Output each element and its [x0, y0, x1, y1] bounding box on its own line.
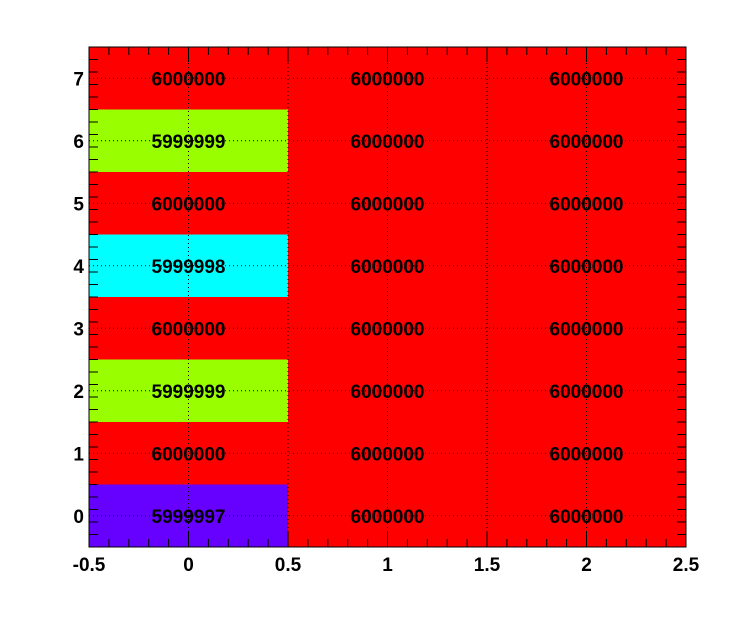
y-tick-label: 1	[73, 444, 84, 465]
cell-value-label: 5999999	[152, 382, 226, 403]
cell-value-label: 5999998	[152, 257, 226, 278]
cell-value-label: 6000000	[152, 194, 226, 215]
heatmap-cell	[89, 422, 288, 485]
cell-value-label: 6000000	[550, 444, 624, 465]
x-tick-label: 2.5	[673, 555, 700, 576]
cell-value-label: 6000000	[550, 507, 624, 528]
y-tick-label: 4	[73, 257, 84, 278]
x-tick-label: 0.5	[275, 555, 302, 576]
cell-value-label: 6000000	[550, 257, 624, 278]
y-tick-label: 3	[73, 319, 84, 340]
cell-value-label: 6000000	[351, 507, 425, 528]
x-tick-label: 1.5	[474, 555, 501, 576]
cell-value-label: 6000000	[351, 444, 425, 465]
x-tick-label: 2	[581, 555, 592, 576]
cell-value-label: 6000000	[351, 69, 425, 90]
y-tick-label: 6	[73, 132, 84, 153]
y-tick-label: 0	[73, 507, 84, 528]
cell-value-label: 6000000	[351, 132, 425, 153]
heatmap-cell	[89, 234, 288, 297]
cell-value-label: 6000000	[351, 257, 425, 278]
y-tick-label: 2	[73, 382, 84, 403]
heatmap-cell	[487, 234, 686, 297]
cell-value-label: 6000000	[550, 194, 624, 215]
x-tick-label: 1	[382, 555, 393, 576]
cell-value-label: 5999997	[152, 507, 226, 528]
x-tick-label: 0	[183, 555, 194, 576]
cell-value-label: 6000000	[351, 194, 425, 215]
heatmap-cell	[487, 422, 686, 485]
cell-value-label: 6000000	[550, 132, 624, 153]
x-tick-label: -0.5	[73, 555, 106, 576]
cell-value-label: 6000000	[351, 319, 425, 340]
cell-value-label: 6000000	[550, 69, 624, 90]
cell-value-label: 6000000	[550, 319, 624, 340]
cell-value-label: 6000000	[152, 444, 226, 465]
y-tick-label: 5	[73, 194, 84, 215]
cell-value-label: 6000000	[152, 319, 226, 340]
cell-value-label: 5999999	[152, 132, 226, 153]
cell-value-label: 6000000	[351, 382, 425, 403]
y-tick-label: 7	[73, 69, 84, 90]
cell-value-label: 6000000	[152, 69, 226, 90]
cell-value-label: 6000000	[550, 382, 624, 403]
